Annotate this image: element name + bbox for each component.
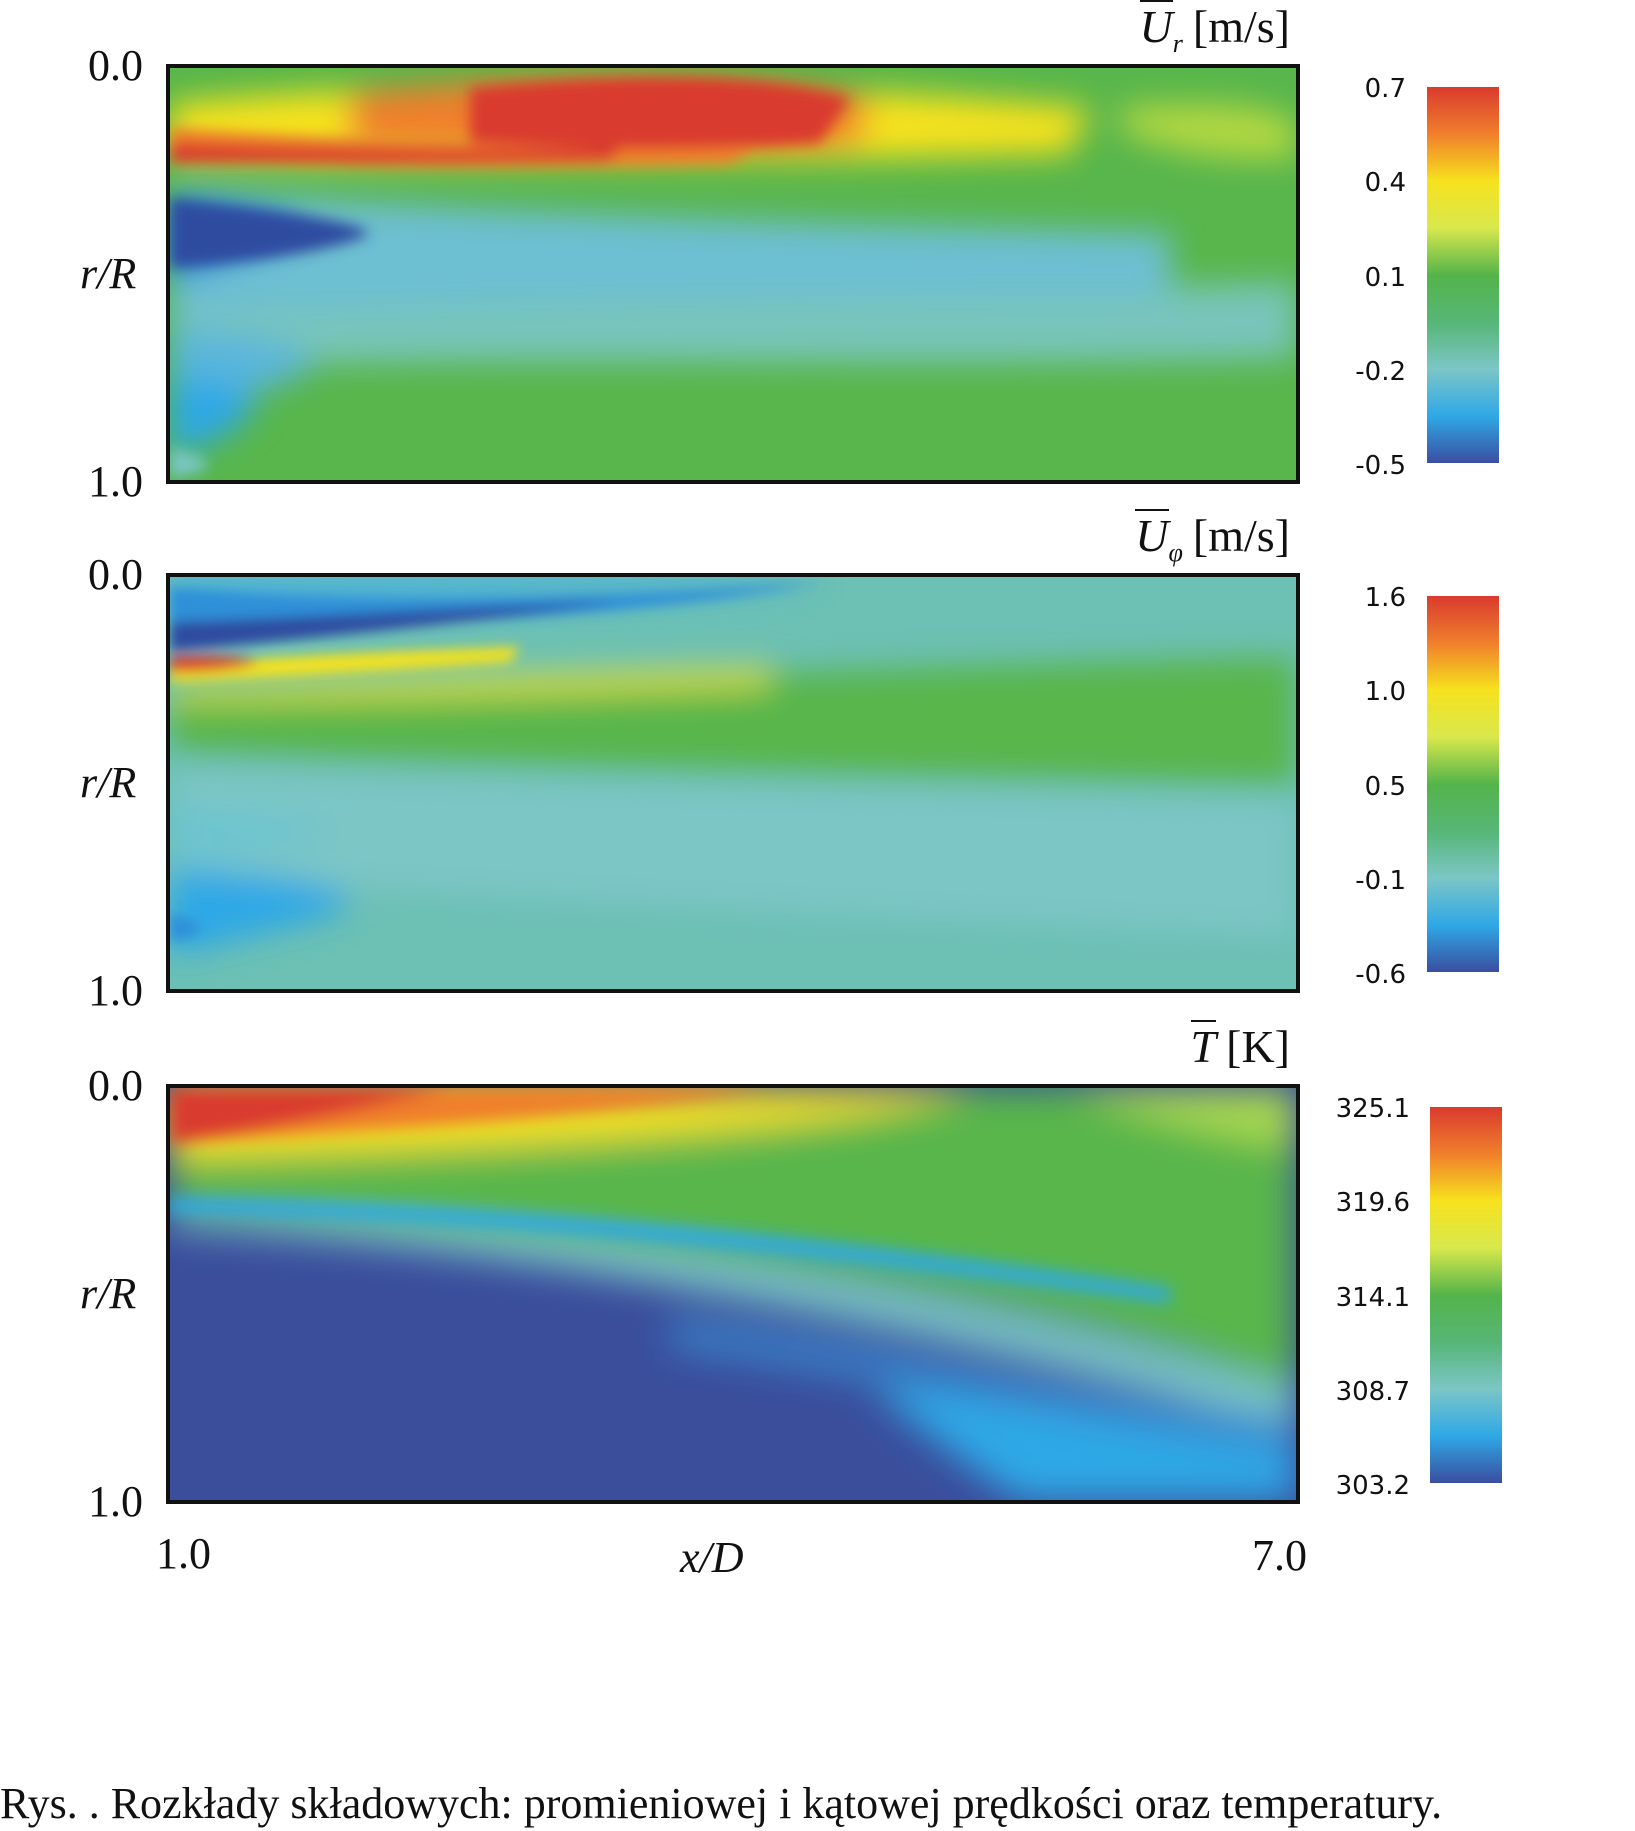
colorbar-tick: 325.1: [1335, 1094, 1410, 1124]
colorbar: [1427, 87, 1499, 463]
colorbar-tick: -0.5: [1355, 451, 1406, 481]
title-subscript: r: [1172, 29, 1183, 59]
title-symbol: U: [1139, 0, 1173, 52]
y-axis-label: r/R: [80, 1269, 137, 1318]
heatmap-temperature: [170, 1088, 1296, 1500]
y-tick-top: 0.0: [88, 1061, 143, 1110]
title-unit: [m/s]: [1192, 510, 1290, 561]
title-unit: [K]: [1226, 1021, 1290, 1072]
colorbar-fill: [1430, 1107, 1502, 1483]
colorbar-fill: [1427, 87, 1499, 463]
colorbar-tick: 0.1: [1364, 263, 1406, 293]
y-tick-bottom: 1.0: [88, 966, 143, 1015]
title-subscript: φ: [1168, 538, 1183, 568]
panel-radial-velocity: Ur [m/s] 0.0 r/R 1.0: [0, 0, 1635, 504]
panel-title: T [K]: [1190, 1020, 1290, 1073]
heatmap-plot: [166, 573, 1300, 993]
colorbar-fill: [1427, 596, 1499, 972]
y-axis-label: r/R: [80, 758, 137, 807]
colorbar-tick: 1.0: [1364, 677, 1406, 707]
colorbar-tick: -0.6: [1355, 960, 1406, 990]
colorbar-gradient: [1427, 596, 1499, 972]
panel-title: Ur [m/s]: [1139, 0, 1290, 59]
x-tick-start: 1.0: [156, 1529, 211, 1578]
y-tick-bottom: 1.0: [88, 457, 143, 506]
x-axis-label: x/D: [680, 1533, 744, 1582]
colorbar-tick: 0.4: [1364, 168, 1406, 198]
heatmap-plot: [166, 1084, 1300, 1504]
colorbar-tick: 308.7: [1335, 1377, 1410, 1407]
panel-temperature: T [K] 0.0 r/R 1.0: [0, 1020, 1635, 1524]
colorbar-tick: 319.6: [1335, 1188, 1410, 1218]
y-tick-top: 0.0: [88, 41, 143, 90]
colorbar-tick: 0.5: [1364, 772, 1406, 802]
heatmap-plot: [166, 64, 1300, 484]
colorbar-tick: -0.1: [1355, 866, 1406, 896]
colorbar-gradient: [1430, 1107, 1502, 1483]
colorbar-tick: -0.2: [1355, 357, 1406, 387]
colorbar: [1427, 596, 1499, 972]
heatmap-angular-velocity: [170, 577, 1296, 989]
x-tick-end: 7.0: [1252, 1531, 1307, 1580]
colorbar: [1430, 1107, 1502, 1483]
figure-caption: Rys. . Rozkłady składowych: promieniowej…: [0, 1779, 1443, 1828]
panel-title: Uφ [m/s]: [1135, 509, 1290, 568]
panel-angular-velocity: Uφ [m/s] 0.0 r/R 1.0: [0, 509, 1635, 1013]
y-tick-top: 0.0: [88, 550, 143, 599]
colorbar-tick: 0.7: [1364, 74, 1406, 104]
colorbar-tick: 303.2: [1335, 1471, 1410, 1501]
colorbar-gradient: [1427, 87, 1499, 463]
colorbar-tick: 314.1: [1335, 1283, 1410, 1313]
y-tick-bottom: 1.0: [88, 1477, 143, 1526]
title-symbol: U: [1135, 509, 1169, 561]
colorbar-tick: 1.6: [1364, 583, 1406, 613]
y-axis-label: r/R: [80, 249, 137, 298]
heatmap-radial-velocity: [170, 68, 1296, 480]
title-unit: [m/s]: [1192, 1, 1290, 52]
title-symbol: T: [1190, 1020, 1217, 1072]
